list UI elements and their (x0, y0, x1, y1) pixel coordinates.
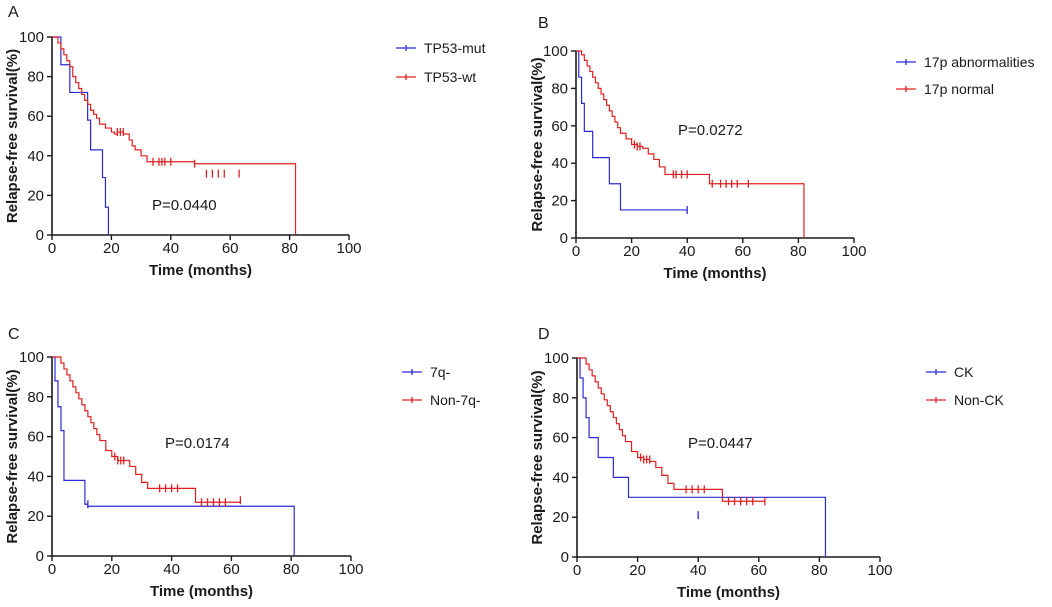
survival-curve-non-7q- (52, 356, 241, 503)
x-tick-label: 40 (163, 561, 180, 578)
x-axis-title: Time (months) (149, 262, 252, 279)
y-tick-label: 100 (543, 43, 568, 60)
y-tick-label: 60 (27, 108, 44, 125)
y-tick-label: 80 (552, 390, 569, 407)
y-tick-label: 80 (551, 80, 568, 97)
x-tick-label: 20 (103, 240, 120, 257)
x-tick-label: 20 (623, 243, 640, 260)
survival-curve-17p-abnormalities (576, 50, 688, 211)
y-axis-title: Relapse-free survival(%) (529, 370, 546, 544)
x-tick-label: 20 (629, 562, 646, 579)
y-tick-label: 20 (27, 508, 44, 525)
survival-curve-non-ck (577, 357, 765, 502)
survival-curve-tp53-mut (52, 36, 110, 235)
panel-label: D (538, 326, 550, 343)
x-tick-label: 80 (283, 561, 300, 578)
panel-c: C 0 20 40 60 80 100 0 20 40 60 80 100 Time (months) Re… (4, 326, 481, 600)
x-tick-label: 100 (841, 243, 866, 260)
panel-label: B (538, 15, 549, 32)
panel-label: C (8, 326, 20, 343)
y-axis-title: Relapse-free survival(%) (529, 57, 546, 231)
legend-label: TP53-wt (424, 69, 476, 85)
x-tick-label: 40 (679, 243, 696, 260)
p-value-annotation: P=0.0174 (165, 435, 230, 452)
x-tick-label: 60 (750, 562, 767, 579)
y-tick-label: 40 (27, 148, 44, 165)
x-tick-label: 100 (867, 562, 892, 579)
x-tick-label: 40 (162, 240, 179, 257)
x-tick-label: 60 (222, 240, 239, 257)
legend-label: 7q- (430, 364, 451, 380)
legend-label: Non-CK (954, 392, 1004, 408)
x-axis-title: Time (months) (677, 584, 780, 601)
x-tick-label: 60 (734, 243, 751, 260)
p-value-annotation: P=0.0440 (152, 197, 217, 214)
panel-d: D 0 20 40 60 80 100 0 20 40 60 80 100 Time (months) Re… (529, 326, 1004, 601)
legend-label: 17p abnormalities (924, 54, 1035, 70)
y-tick-label: 60 (27, 429, 44, 446)
y-tick-label: 0 (561, 549, 569, 566)
x-tick-label: 0 (572, 243, 580, 260)
y-tick-label: 20 (27, 187, 44, 204)
p-value-annotation: P=0.0272 (678, 122, 743, 139)
y-tick-label: 0 (36, 227, 44, 244)
y-tick-label: 0 (36, 548, 44, 565)
y-axis-title: Relapse-free survival(%) (4, 369, 21, 543)
y-tick-label: 100 (544, 350, 569, 367)
panel-a: A 0 20 40 60 80 100 0 20 40 60 80 100 Time (months) Re… (4, 4, 486, 279)
x-tick-label: 80 (281, 240, 298, 257)
y-tick-label: 60 (551, 118, 568, 135)
y-tick-label: 80 (27, 389, 44, 406)
x-axis-title: Time (months) (150, 583, 253, 600)
x-tick-label: 80 (811, 562, 828, 579)
x-tick-label: 100 (336, 240, 361, 257)
panel-label: A (8, 4, 19, 21)
x-tick-label: 40 (690, 562, 707, 579)
x-tick-label: 20 (103, 561, 120, 578)
y-tick-label: 40 (551, 155, 568, 172)
y-tick-label: 40 (27, 468, 44, 485)
y-tick-label: 20 (552, 509, 569, 526)
survival-curve-ck (577, 357, 827, 557)
legend-label: 17p normal (924, 81, 994, 97)
survival-curve-7q- (52, 356, 295, 556)
x-tick-label: 0 (573, 562, 581, 579)
x-tick-label: 0 (48, 561, 56, 578)
legend-label: Non-7q- (430, 392, 481, 408)
y-tick-label: 60 (552, 430, 569, 447)
x-tick-label: 80 (790, 243, 807, 260)
y-tick-label: 0 (560, 230, 568, 247)
panel-b: B 0 20 40 60 80 100 0 20 40 60 80 100 Time (months) Re… (529, 15, 1035, 282)
x-axis-title: Time (months) (663, 265, 766, 282)
x-tick-label: 60 (223, 561, 240, 578)
x-tick-label: 0 (48, 240, 56, 257)
y-tick-label: 100 (19, 349, 44, 366)
survival-curve-tp53-wt (52, 36, 297, 235)
survival-curve-17p-normal (576, 50, 805, 238)
y-tick-label: 20 (551, 193, 568, 210)
y-tick-label: 80 (27, 69, 44, 86)
y-tick-label: 100 (19, 29, 44, 46)
y-tick-label: 40 (552, 469, 569, 486)
legend-label: TP53-mut (424, 40, 486, 56)
x-tick-label: 100 (338, 561, 363, 578)
legend-label: CK (954, 364, 974, 380)
y-axis-title: Relapse-free survival(%) (4, 49, 21, 223)
p-value-annotation: P=0.0447 (688, 435, 753, 452)
